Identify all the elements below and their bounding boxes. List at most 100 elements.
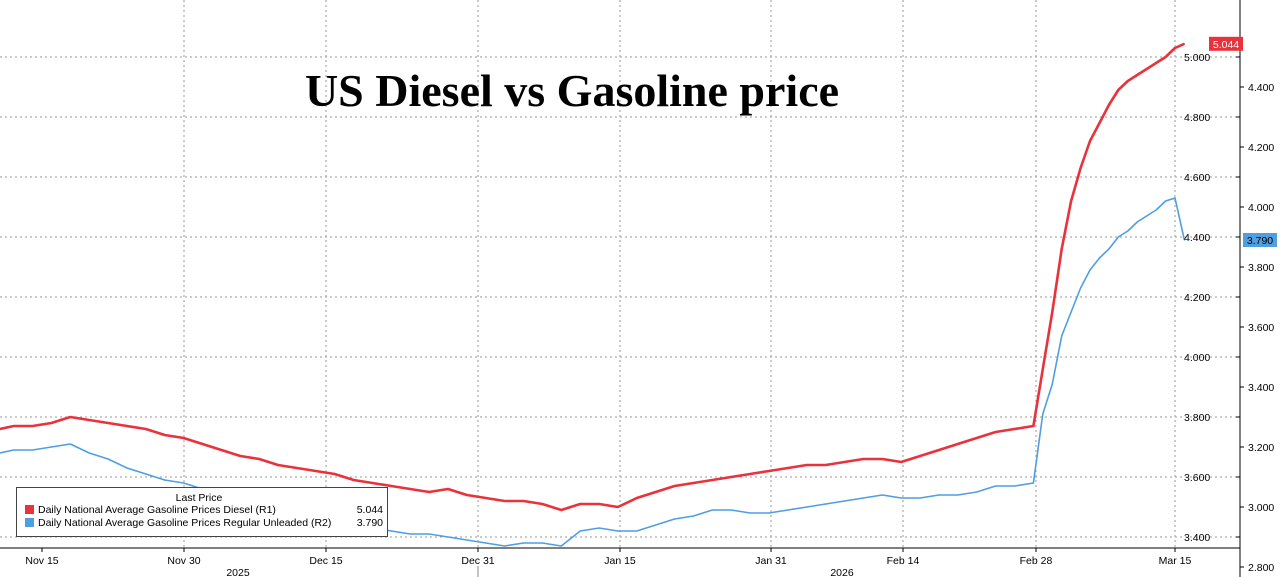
gasoline-point <box>900 497 902 499</box>
r1-tick-label: 4.800 <box>1184 112 1210 124</box>
diesel-point <box>711 479 714 481</box>
legend-value-diesel: 5.044 <box>356 504 383 516</box>
diesel-point <box>371 482 374 484</box>
diesel-point <box>428 491 430 493</box>
diesel-point <box>1146 68 1148 70</box>
diesel-point <box>1061 248 1063 250</box>
gasoline-point <box>843 500 846 502</box>
gasoline-point <box>976 491 978 493</box>
gasoline-point <box>957 494 959 496</box>
diesel-point <box>315 470 317 472</box>
series-lines <box>0 42 1186 547</box>
r1-tick-label: 3.400 <box>1184 532 1210 544</box>
year-label: 2025 <box>226 567 250 577</box>
gasoline-point <box>69 443 71 445</box>
gasoline-point <box>1165 200 1167 202</box>
diesel-point <box>1032 425 1034 427</box>
gasoline-point <box>1080 287 1082 289</box>
diesel-point <box>277 464 279 466</box>
gasoline-point <box>541 542 544 544</box>
diesel-point <box>787 467 789 469</box>
diesel-point <box>1098 122 1101 124</box>
last-price-gasoline-bg <box>1243 233 1277 247</box>
gasoline-point <box>447 536 449 538</box>
diesel-point <box>598 503 600 505</box>
gasoline-point <box>579 530 581 532</box>
year-label: 2026 <box>830 567 854 577</box>
gasoline-point <box>995 485 997 487</box>
diesel-point <box>881 458 883 460</box>
diesel-point <box>1127 80 1129 82</box>
gasoline-point <box>806 506 808 508</box>
last-price-diesel: 5.044 <box>1209 36 1243 51</box>
diesel-point <box>0 428 1 430</box>
legend-value-gasoline: 3.790 <box>356 517 383 529</box>
diesel-point <box>201 443 204 445</box>
gasoline-point <box>88 452 90 454</box>
diesel-point <box>164 434 166 436</box>
gasoline-point <box>919 497 921 499</box>
diesel-point <box>617 506 619 508</box>
chart-title: US Diesel vs Gasoline price <box>305 65 839 116</box>
diesel-point <box>296 467 298 469</box>
gasoline-point <box>711 509 714 511</box>
legend-entry-diesel: Daily National Average Gasoline Prices D… <box>17 504 387 517</box>
diesel-point <box>409 488 411 490</box>
diesel-point <box>145 428 147 430</box>
gasoline-point <box>1098 257 1101 259</box>
diesel-point <box>1089 140 1091 142</box>
gasoline-point <box>636 530 638 532</box>
gasoline-point <box>692 515 695 517</box>
x-tick-label: Dec 15 <box>309 555 342 567</box>
gasoline-point <box>787 509 789 511</box>
r2-tick-label: 4.400 <box>1248 82 1274 94</box>
diesel-point <box>938 449 940 451</box>
diesel-point <box>447 488 449 490</box>
gasoline-point <box>655 524 657 526</box>
diesel-point <box>1070 200 1072 202</box>
gasoline-point <box>1032 482 1034 484</box>
diesel-point <box>1051 311 1053 313</box>
legend-entry-gasoline: Daily National Average Gasoline Prices R… <box>17 517 387 530</box>
diesel-point <box>957 443 959 445</box>
r2-tick-label: 3.000 <box>1248 502 1274 514</box>
gasoline-point <box>1070 311 1072 313</box>
diesel-point <box>843 461 846 463</box>
diesel-point <box>655 491 657 493</box>
diesel-point <box>692 482 695 484</box>
last-price-labels: 5.044 3.790 <box>1209 36 1277 247</box>
r2-tick-label: 3.400 <box>1248 382 1274 394</box>
gasoline-point <box>50 446 53 448</box>
diesel-point <box>13 425 15 427</box>
gasoline-point <box>768 512 770 514</box>
r1-tick-label: 4.000 <box>1184 352 1210 364</box>
gasoline-point <box>1146 215 1148 217</box>
diesel-point <box>31 425 34 427</box>
diesel-point <box>579 503 581 505</box>
r1-tick-label: 3.800 <box>1184 412 1210 424</box>
gasoline-point <box>145 473 147 475</box>
diesel-point <box>69 416 71 418</box>
axes <box>0 0 1241 577</box>
tick-labels: 5.000 4.800 4.600 4.400 4.200 4.000 3.800 3.600… <box>25 52 1274 577</box>
gasoline-point <box>504 545 506 547</box>
r2-tick-label: 3.600 <box>1248 322 1274 334</box>
gasoline-point <box>730 509 732 511</box>
diesel-point <box>1174 47 1176 49</box>
gasoline-point <box>466 539 468 541</box>
gasoline-point <box>0 452 1 454</box>
diesel-point <box>126 425 128 427</box>
gasoline-point <box>1061 335 1063 337</box>
r2-tick-label: 4.000 <box>1248 202 1274 214</box>
last-price-gasoline: 3.790 <box>1243 233 1277 247</box>
diesel-point <box>1042 368 1044 370</box>
diesel-point <box>1080 167 1082 169</box>
r1-tick-label: 5.000 <box>1184 52 1210 64</box>
r1-tick-label: 4.200 <box>1184 292 1210 304</box>
gasoline-point <box>1174 197 1176 199</box>
gasoline-point <box>1108 248 1110 250</box>
gasoline-point <box>1089 269 1091 271</box>
x-tick-label: Nov 15 <box>25 555 58 567</box>
gasoline-point <box>31 449 34 451</box>
